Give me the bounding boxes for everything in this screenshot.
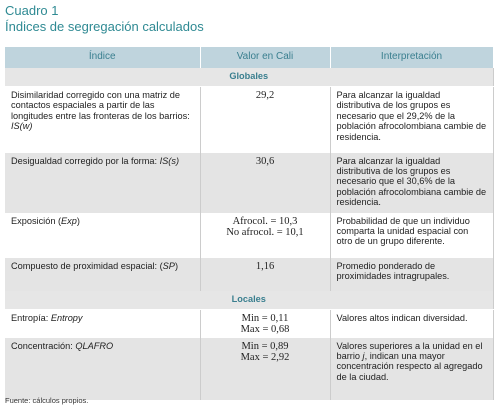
section-row: Globales <box>5 68 494 87</box>
value-line: Afrocol. = 10,3 <box>232 215 298 227</box>
header: Cuadro 1 Índices de segregación calculad… <box>5 3 204 35</box>
valor-cell: 1,16 <box>200 257 331 291</box>
interpretacion-cell: Para alcanzar la igualdad distributiva d… <box>330 86 494 153</box>
table-row: Compuesto de proximidad espacial: (SP) 1,… <box>5 257 494 291</box>
value-line: Max = 2,92 <box>240 351 290 363</box>
valor-cell: Min = 0,89 Max = 2,92 <box>200 337 331 400</box>
text: ) <box>76 215 80 226</box>
column-header: Valor en Cali <box>200 47 331 68</box>
value-line: 1,16 <box>255 260 275 272</box>
value-line: 30,6 <box>255 155 275 167</box>
text: Probabilidad de que un individuo compart… <box>336 215 470 247</box>
valor-cell: Afrocol. = 10,3 No afrocol. = 10,1 <box>200 212 331 258</box>
value-line: Max = 0,68 <box>240 323 290 335</box>
table: Índice Valor en Cali Interpretación Global… <box>5 47 494 400</box>
symbol: SP <box>162 260 175 271</box>
text: Para alcanzar la igualdad distributiva d… <box>336 90 487 142</box>
symbol: IS(w) <box>11 121 33 132</box>
symbol: QLAFRO <box>75 340 114 351</box>
text: Exposición ( <box>11 215 62 226</box>
value-line: No afrocol. = 10,1 <box>226 226 304 238</box>
symbol: Entropy <box>50 312 83 323</box>
interpretacion-cell: Promedio ponderado de proximidades intra… <box>330 257 494 291</box>
section-row: Locales <box>5 290 494 310</box>
interpretacion-cell: Probabilidad de que un individuo compart… <box>330 212 494 258</box>
interpretacion-cell: Para alcanzar la igualdad distributiva d… <box>330 152 494 213</box>
indice-cell: Compuesto de proximidad espacial: (SP) <box>5 257 201 291</box>
column-header: Interpretación <box>330 47 494 68</box>
text: Para alcanzar la igualdad distributiva d… <box>336 155 487 208</box>
table-title: Índices de segregación calculados <box>5 19 204 34</box>
value-line: Min = 0,11 <box>241 312 289 324</box>
indice-cell: Entropía: Entropy <box>5 309 201 338</box>
valor-cell: Min = 0,11 Max = 0,68 <box>200 309 331 338</box>
text: Compuesto de proximidad espacial: ( <box>11 260 163 271</box>
indice-cell: Desigualdad corregido por la forma: IS(s… <box>5 152 201 213</box>
symbol: IS(s) <box>159 155 180 166</box>
section-title: Locales <box>5 290 494 310</box>
footnote: Fuente: cálculos propios. <box>5 396 89 405</box>
column-header: Índice <box>5 47 201 68</box>
table-row: Concentración: QLAFRO Min = 0,89 Max = 2,9… <box>5 337 494 400</box>
value-line: 29,2 <box>255 90 275 101</box>
table-row: Exposición (Exp) Afrocol. = 10,3 No afroco… <box>5 212 494 258</box>
valor-cell: 29,2 <box>200 86 331 153</box>
indice-cell: Concentración: QLAFRO <box>5 337 201 400</box>
symbol: j <box>362 350 365 361</box>
text: Promedio ponderado de proximidades intra… <box>336 260 450 281</box>
table-row: Disimilaridad corregido con una matriz d… <box>5 86 494 153</box>
section-title: Globales <box>5 68 494 87</box>
value-line: Min = 0,89 <box>241 340 289 352</box>
text: Concentración: <box>11 340 76 351</box>
indice-cell: Disimilaridad corregido con una matriz d… <box>5 86 201 153</box>
text: Valores superiores a la unidad en el bar… <box>336 340 483 361</box>
text: Valores altos indican diversidad. <box>336 312 468 323</box>
interpretacion-cell: Valores altos indican diversidad. <box>330 309 494 338</box>
table-row: Desigualdad corregido por la forma: IS(s… <box>5 152 494 213</box>
header-row: Índice Valor en Cali Interpretación <box>5 47 494 68</box>
symbol: Exp <box>61 215 77 226</box>
interpretacion-cell: Valores superiores a la unidad en el bar… <box>330 337 494 400</box>
text: , indican una mayor concentración respec… <box>336 350 483 382</box>
table-label: Cuadro 1 <box>5 3 59 18</box>
text: Desigualdad corregido por la forma: <box>11 155 160 166</box>
indice-cell: Exposición (Exp) <box>5 212 201 258</box>
text: Disimilaridad corregido con una matriz d… <box>11 90 190 121</box>
table-row: Entropía: Entropy Min = 0,11 Max = 0,68 Val… <box>5 309 494 338</box>
text: Entropía: <box>11 312 51 323</box>
text: ) <box>174 260 178 271</box>
valor-cell: 30,6 <box>200 152 331 213</box>
